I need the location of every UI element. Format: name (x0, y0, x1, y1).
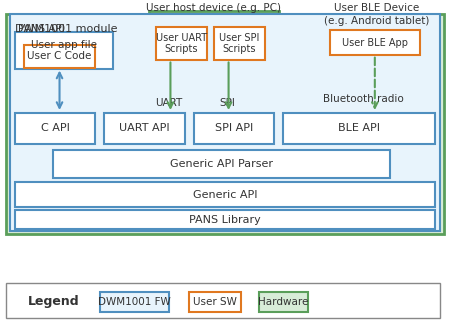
Text: DWM1001 module: DWM1001 module (15, 24, 117, 34)
FancyBboxPatch shape (10, 14, 440, 231)
FancyBboxPatch shape (15, 210, 435, 229)
FancyBboxPatch shape (100, 292, 169, 312)
Text: SPI: SPI (219, 98, 235, 108)
Text: BLE API: BLE API (338, 123, 380, 133)
Text: PANS Library: PANS Library (189, 215, 261, 225)
FancyBboxPatch shape (15, 32, 113, 69)
Text: User host device (e.g. PC): User host device (e.g. PC) (146, 3, 281, 13)
Text: Generic API: Generic API (193, 189, 257, 200)
Text: User BLE App: User BLE App (342, 37, 408, 48)
Text: User SPI
Scripts: User SPI Scripts (219, 33, 260, 54)
FancyBboxPatch shape (6, 14, 444, 234)
FancyBboxPatch shape (214, 27, 265, 60)
Text: User UART
Scripts: User UART Scripts (156, 33, 207, 54)
FancyBboxPatch shape (6, 283, 440, 318)
FancyBboxPatch shape (149, 11, 279, 98)
Text: User BLE Device: User BLE Device (334, 3, 420, 13)
Text: UART: UART (155, 98, 183, 108)
Text: User C Code: User C Code (27, 51, 92, 61)
Text: (e.g. Android tablet): (e.g. Android tablet) (324, 16, 430, 26)
Text: UART API: UART API (119, 123, 170, 133)
Text: Hardware: Hardware (258, 297, 308, 307)
FancyBboxPatch shape (15, 182, 435, 207)
FancyBboxPatch shape (156, 27, 207, 60)
FancyBboxPatch shape (259, 292, 308, 312)
FancyBboxPatch shape (24, 45, 95, 68)
Text: SPI API: SPI API (215, 123, 253, 133)
Text: DWM1001 FW: DWM1001 FW (98, 297, 171, 307)
FancyBboxPatch shape (53, 150, 391, 178)
FancyBboxPatch shape (189, 292, 241, 312)
FancyBboxPatch shape (283, 113, 435, 144)
FancyBboxPatch shape (15, 113, 95, 144)
Text: PANS API: PANS API (18, 24, 65, 34)
FancyBboxPatch shape (194, 113, 274, 144)
FancyBboxPatch shape (324, 18, 431, 89)
Text: C API: C API (40, 123, 69, 133)
Text: User app file: User app file (31, 40, 97, 50)
Text: Bluetooth radio: Bluetooth radio (323, 94, 404, 104)
FancyBboxPatch shape (330, 30, 419, 55)
FancyBboxPatch shape (104, 113, 185, 144)
Text: Generic API Parser: Generic API Parser (170, 159, 273, 169)
Text: User SW: User SW (193, 297, 237, 307)
Text: Legend: Legend (28, 295, 80, 308)
